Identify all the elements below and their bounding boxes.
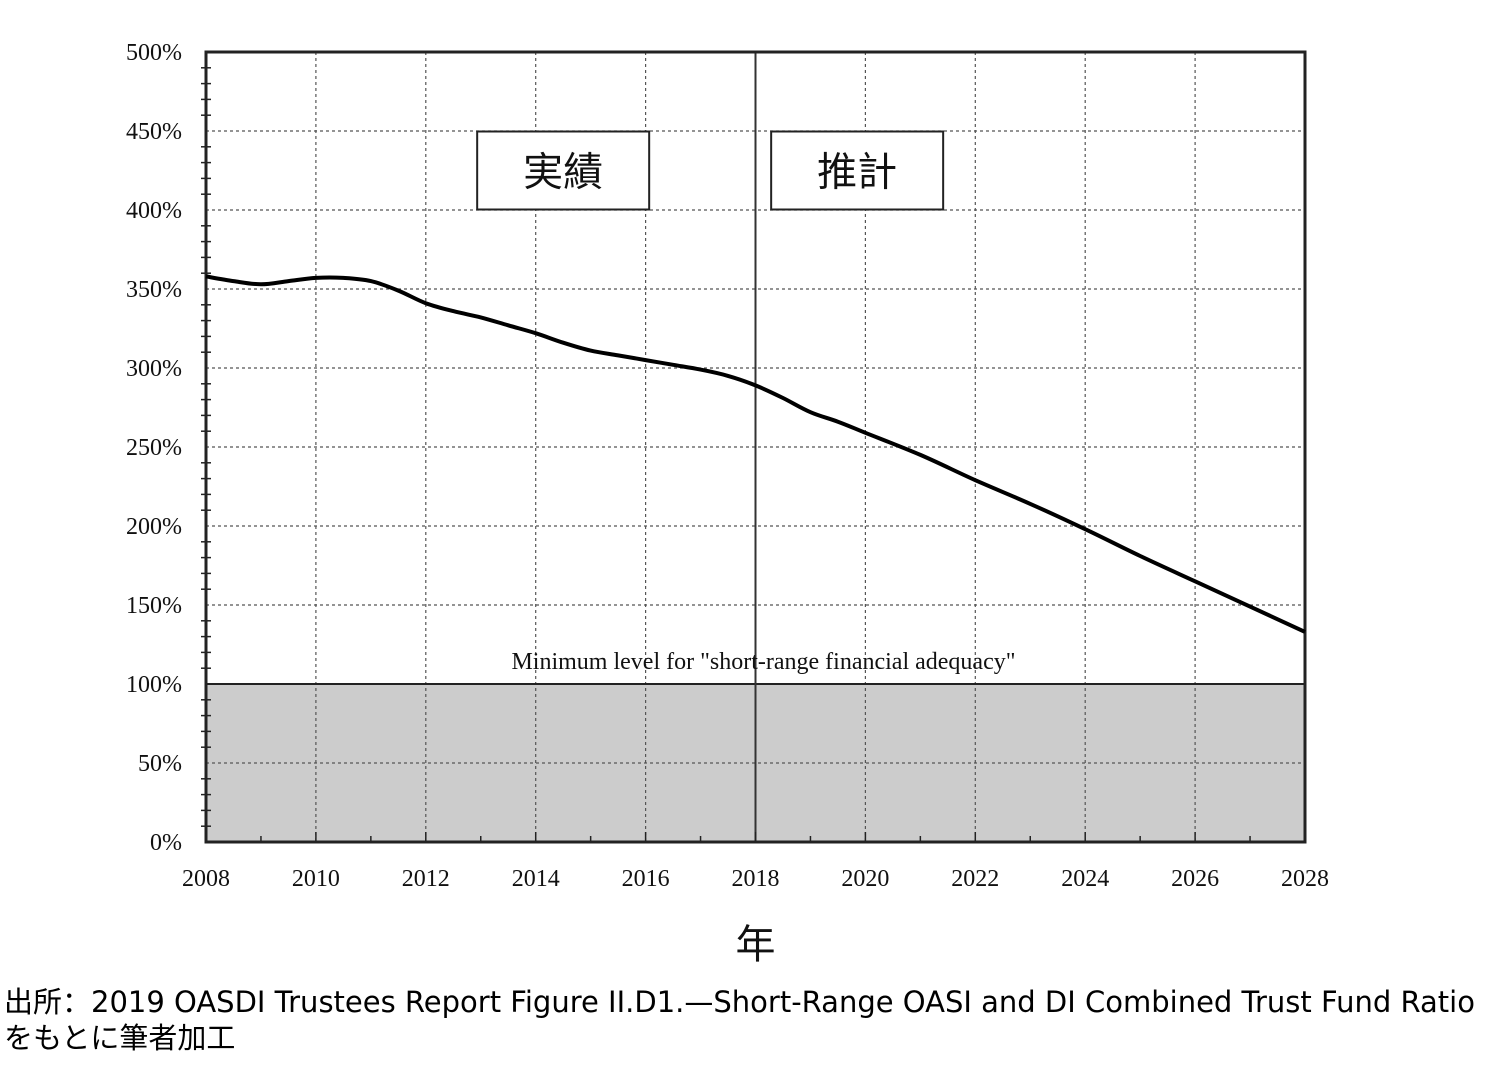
period-label: 実績	[523, 150, 603, 196]
period-label: 推計	[817, 150, 897, 196]
x-tick-label: 2016	[622, 866, 670, 892]
series-line	[205, 274, 1306, 634]
x-tick-label: 2026	[1171, 866, 1219, 892]
x-tick-label: 2008	[182, 866, 230, 892]
label-box-border	[770, 130, 945, 211]
y-tick-label: 150%	[126, 593, 182, 619]
trust-fund-ratio-chart: 0% 50% 100% 150% 200% 250% 300% 350% 400% 450% 500…	[126, 40, 1329, 968]
y-tick-label: 100%	[126, 672, 182, 698]
x-tick-label: 2018	[732, 866, 780, 892]
y-tick-label: 450%	[126, 119, 182, 145]
x-axis-tick-labels: 2008 2010 2012 2014 2016 2018 2020 2022 2024 2026…	[182, 866, 1329, 892]
axis-ticks	[201, 67, 1306, 842]
threshold-label: Minimum level for "short-range financial…	[511, 649, 1015, 675]
x-tick-label: 2022	[951, 866, 999, 892]
series-group	[205, 274, 1306, 634]
label-box-border	[476, 130, 651, 211]
y-axis-tick-labels: 0% 50% 100% 150% 200% 250% 300% 350% 400% 450% 500…	[126, 40, 182, 856]
y-tick-label: 50%	[138, 751, 182, 777]
source-note: 出所：2019 OASDI Trustees Report Figure II.…	[4, 985, 1475, 1055]
y-tick-label: 500%	[126, 40, 182, 66]
y-tick-label: 250%	[126, 435, 182, 461]
projection-label-box: 推計	[770, 130, 945, 211]
x-tick-label: 2020	[841, 866, 889, 892]
actual-label-box: 実績	[476, 130, 651, 211]
y-tick-label: 0%	[150, 830, 182, 856]
x-tick-label: 2010	[292, 866, 340, 892]
x-tick-label: 2012	[402, 866, 450, 892]
x-tick-label: 2028	[1281, 866, 1329, 892]
x-tick-label: 2014	[512, 866, 560, 892]
period-label-boxes: 実績 推計	[476, 130, 945, 211]
x-axis-label: 年	[736, 922, 776, 968]
y-tick-label: 300%	[126, 356, 182, 382]
y-tick-label: 400%	[126, 198, 182, 224]
y-tick-label: 350%	[126, 277, 182, 303]
y-tick-label: 200%	[126, 514, 182, 540]
x-tick-label: 2024	[1061, 866, 1109, 892]
